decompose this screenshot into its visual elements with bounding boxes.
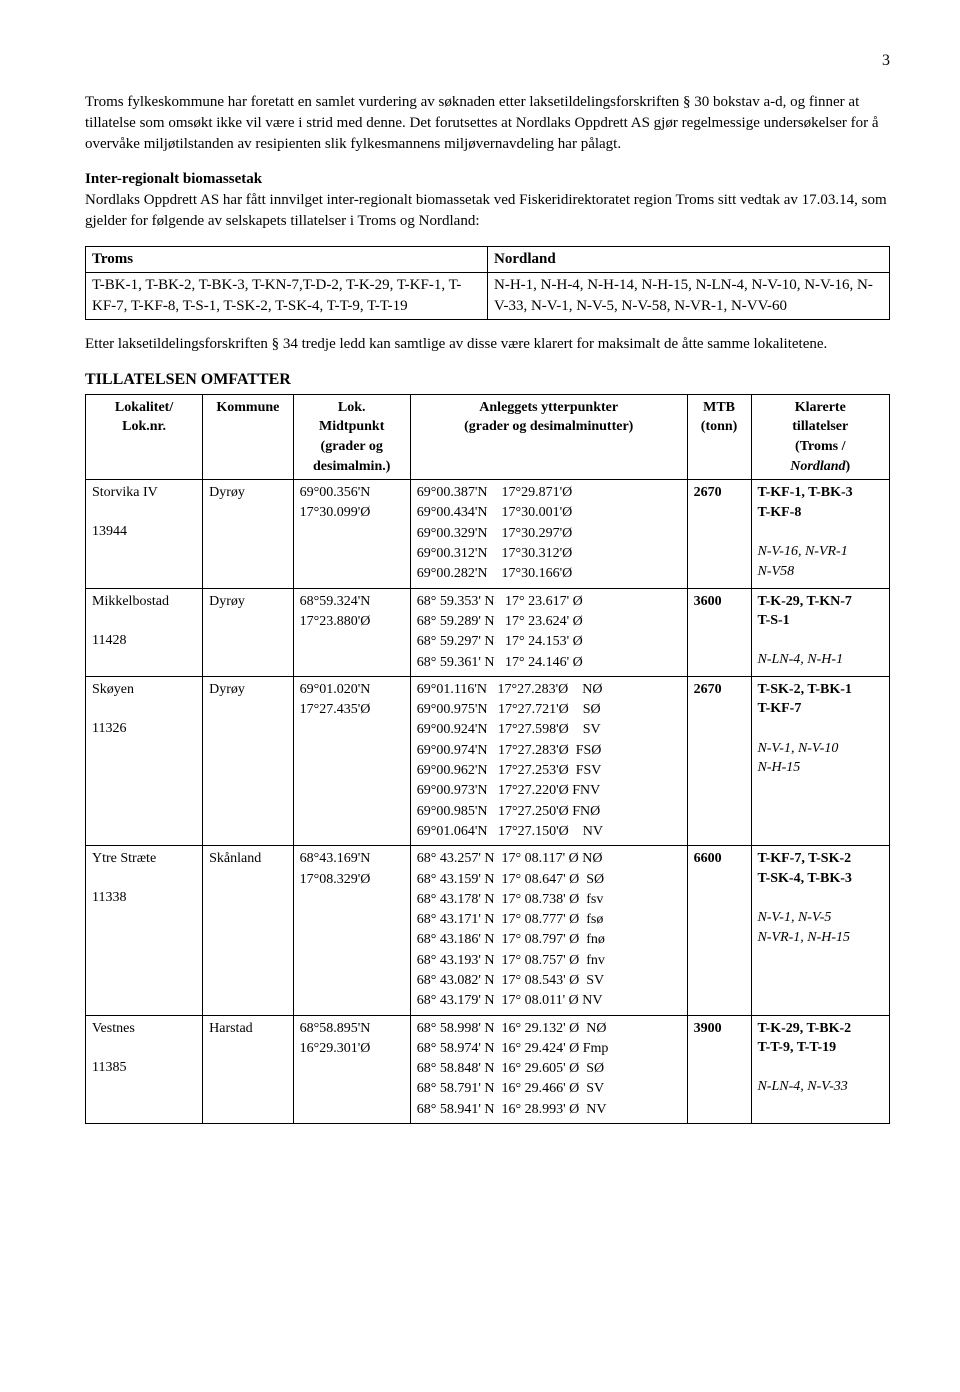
cell-klarerte: T-KF-7, T-SK-2T-SK-4, T-BK-3 N-V-1, N-V-… — [751, 846, 889, 1015]
cell-lokalitet: Vestnes11385 — [86, 1015, 203, 1123]
cell-kommune: Skånland — [203, 846, 294, 1015]
section-head-text: Inter-regionalt biomassetak — [85, 171, 262, 187]
paragraph-after-table: Etter laksetildelingsforskriften § 34 tr… — [85, 334, 890, 355]
main-table: Lokalitet/Lok.nr. Kommune Lok.Midtpunkt(… — [85, 394, 890, 1124]
th-midtpunkt: Lok.Midtpunkt(grader ogdesimalmin.) — [293, 394, 410, 479]
paragraph-biomass: Nordlaks Oppdrett AS har fått innvilget … — [85, 192, 887, 229]
region-header-troms: Troms — [86, 247, 488, 273]
cell-midtpunkt: 68°43.169'N17°08.329'Ø — [293, 846, 410, 1015]
cell-lokalitet: Skøyen11326 — [86, 676, 203, 845]
table-row: Vestnes11385Harstad68°58.895'N16°29.301'… — [86, 1015, 890, 1123]
paragraph-intro: Troms fylkeskommune har foretatt en saml… — [85, 92, 890, 155]
cell-midtpunkt: 69°01.020'N17°27.435'Ø — [293, 676, 410, 845]
table-row: Mikkelbostad11428Dyrøy68°59.324'N17°23.8… — [86, 588, 890, 676]
cell-klarerte: T-K-29, T-KN-7T-S-1 N-LN-4, N-H-1 — [751, 588, 889, 676]
cell-midtpunkt: 68°58.895'N16°29.301'Ø — [293, 1015, 410, 1123]
cell-mtb: 2670 — [687, 676, 751, 845]
th-klarerte: Klarertetillatelser(Troms /Nordland) — [751, 394, 889, 479]
cell-klarerte: T-SK-2, T-BK-1T-KF-7 N-V-1, N-V-10N-H-15 — [751, 676, 889, 845]
th-kommune: Kommune — [203, 394, 294, 479]
table-row: Ytre Stræte11338Skånland68°43.169'N17°08… — [86, 846, 890, 1015]
th-ytterpunkter: Anleggets ytterpunkter(grader og desimal… — [410, 394, 687, 479]
cell-lokalitet: Ytre Stræte11338 — [86, 846, 203, 1015]
region-table-data-row: T-BK-1, T-BK-2, T-BK-3, T-KN-7,T-D-2, T-… — [86, 273, 890, 320]
cell-kommune: Harstad — [203, 1015, 294, 1123]
th-mtb: MTB(tonn) — [687, 394, 751, 479]
cell-ytterpunkter: 68° 43.257' N 17° 08.117' Ø NØ68° 43.159… — [410, 846, 687, 1015]
cell-lokalitet: Storvika IV13944 — [86, 480, 203, 588]
main-table-header-row: Lokalitet/Lok.nr. Kommune Lok.Midtpunkt(… — [86, 394, 890, 479]
th-lokalitet: Lokalitet/Lok.nr. — [86, 394, 203, 479]
page-number: 3 — [85, 50, 890, 72]
cell-mtb: 6600 — [687, 846, 751, 1015]
cell-ytterpunkter: 68° 58.998' N 16° 29.132' Ø NØ68° 58.974… — [410, 1015, 687, 1123]
cell-mtb: 3600 — [687, 588, 751, 676]
table-row: Storvika IV13944Dyrøy69°00.356'N17°30.09… — [86, 480, 890, 588]
cell-ytterpunkter: 68° 59.353' N 17° 23.617' Ø68° 59.289' N… — [410, 588, 687, 676]
region-nordland-cell: N-H-1, N-H-4, N-H-14, N-H-15, N-LN-4, N-… — [488, 273, 890, 320]
cell-klarerte: T-KF-1, T-BK-3T-KF-8 N-V-16, N-VR-1N-V58 — [751, 480, 889, 588]
cell-mtb: 3900 — [687, 1015, 751, 1123]
region-table: Troms Nordland T-BK-1, T-BK-2, T-BK-3, T… — [85, 246, 890, 320]
cell-midtpunkt: 69°00.356'N17°30.099'Ø — [293, 480, 410, 588]
region-troms-cell: T-BK-1, T-BK-2, T-BK-3, T-KN-7,T-D-2, T-… — [86, 273, 488, 320]
cell-kommune: Dyrøy — [203, 676, 294, 845]
cell-ytterpunkter: 69°01.116'N 17°27.283'Ø NØ69°00.975'N 17… — [410, 676, 687, 845]
cell-midtpunkt: 68°59.324'N17°23.880'Ø — [293, 588, 410, 676]
cell-lokalitet: Mikkelbostad11428 — [86, 588, 203, 676]
section-head-tillatelsen: TILLATELSEN OMFATTER — [85, 369, 890, 391]
region-table-header-row: Troms Nordland — [86, 247, 890, 273]
cell-klarerte: T-K-29, T-BK-2T-T-9, T-T-19 N-LN-4, N-V-… — [751, 1015, 889, 1123]
cell-kommune: Dyrøy — [203, 480, 294, 588]
cell-ytterpunkter: 69°00.387'N 17°29.871'Ø69°00.434'N 17°30… — [410, 480, 687, 588]
region-header-nordland: Nordland — [488, 247, 890, 273]
table-row: Skøyen11326Dyrøy69°01.020'N17°27.435'Ø69… — [86, 676, 890, 845]
section-head-biomass: Inter-regionalt biomassetak Nordlaks Opp… — [85, 169, 890, 232]
cell-mtb: 2670 — [687, 480, 751, 588]
cell-kommune: Dyrøy — [203, 588, 294, 676]
